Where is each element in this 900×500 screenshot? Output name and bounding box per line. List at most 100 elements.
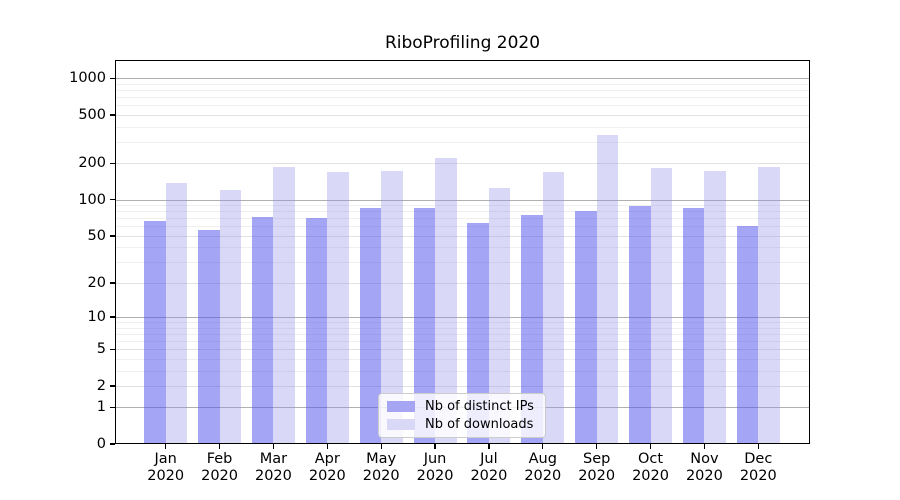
x-tick-year: 2020 [632,467,669,484]
bar-distinct-ips [629,206,651,443]
legend-swatch-distinct-ips [387,401,415,412]
y-tick-label: 2 [96,377,106,394]
y-tick-mark [110,348,115,350]
bar-distinct-ips [251,216,274,443]
x-tick-label: Dec 2020 [728,451,788,484]
x-tick-month: Feb [206,451,233,467]
gridline-minor [116,141,809,143]
gridline-mid [116,282,809,284]
x-tick-mark [649,444,652,449]
bar-distinct-ips [413,208,436,443]
gridline-minor [116,340,809,342]
y-tick-label: 10 [87,309,106,326]
gridline-minor [116,90,809,92]
bar-distinct-ips [682,207,705,443]
x-tick-label: Nov 2020 [674,451,734,484]
chart-title: RiboProfiling 2020 [384,33,541,53]
bar-downloads [435,157,457,443]
y-tick-label: 1 [96,399,106,416]
x-tick-mark [488,444,490,449]
x-tick-month: Jan [154,451,177,467]
bar-distinct-ips [467,223,489,443]
bar-downloads [542,172,565,443]
bar-downloads [704,170,726,443]
gridline-mid [116,235,809,237]
x-tick-year: 2020 [308,467,346,484]
x-tick-label: Jun 2020 [405,451,465,484]
y-tick-mark [110,316,115,318]
gridline-mid [116,349,809,351]
x-tick-year: 2020 [201,467,239,484]
y-tick-mark [110,199,115,201]
x-tick-mark [165,444,167,449]
bar-distinct-ips [736,225,759,443]
y-tick-label: 20 [87,274,106,291]
gridline-mid [116,385,809,387]
legend-swatch-downloads [387,419,415,430]
gridline-minor [116,211,809,213]
bar-downloads [381,171,403,443]
bar-distinct-ips [305,218,328,443]
x-tick-mark [703,444,706,449]
x-tick-label: Jan 2020 [136,451,196,484]
legend: Nb of distinct IPs Nb of downloads [378,393,546,438]
gridline-minor [116,83,809,85]
x-tick-label: Jul 2020 [459,451,519,484]
y-tick-mark [110,162,115,164]
bar-downloads [165,182,188,443]
y-tick-mark [110,114,115,116]
x-tick-label: Apr 2020 [297,451,357,484]
x-tick-year: 2020 [578,467,616,484]
y-tick-label: 100 [78,191,106,208]
x-tick-month: Jun [423,451,447,467]
gridline-minor [116,262,809,264]
gridline-minor [116,126,809,128]
y-tick-mark [110,443,115,445]
y-tick-label: 200 [78,155,106,172]
gridline-minor [116,322,809,324]
x-tick-label: Oct 2020 [621,451,681,484]
y-tick-label: 1000 [69,70,106,87]
x-tick-label: Sep 2020 [567,451,627,484]
x-tick-label: Feb 2020 [190,451,250,484]
x-tick-year: 2020 [739,467,777,484]
x-tick-label: Aug 2020 [513,451,573,484]
y-tick-label: 50 [87,227,106,244]
bar-downloads [327,171,349,443]
bar-downloads [219,190,242,443]
gridline-minor [116,105,809,107]
bar-downloads [650,167,673,443]
x-tick-month: Jul [480,451,498,467]
gridline-mid [116,163,809,165]
plot-area [115,60,810,444]
y-tick-label: 500 [78,106,106,123]
legend-row-downloads: Nb of downloads [387,417,545,432]
bar-downloads [758,166,780,443]
x-tick-month: Mar [259,451,288,467]
bar-distinct-ips [575,210,597,443]
x-tick-year: 2020 [416,467,454,484]
gridline-minor [116,333,809,335]
y-tick-mark [110,385,115,387]
legend-row-distinct-ips: Nb of distinct IPs [387,399,545,414]
bar-distinct-ips [359,207,382,443]
x-tick-mark [757,444,759,449]
x-tick-year: 2020 [147,467,185,484]
x-tick-month: Aug [528,451,557,467]
gridline-minor [116,205,809,207]
bar-distinct-ips [198,230,220,443]
x-tick-month: Dec [744,451,773,467]
x-tick-mark [218,444,221,449]
y-tick-label: 5 [96,341,106,358]
bar-downloads [596,135,619,443]
x-tick-mark [272,444,275,449]
x-tick-month: Apr [314,451,340,467]
x-tick-year: 2020 [470,467,508,484]
bar-downloads [273,166,295,443]
gridline-minor [116,327,809,329]
y-tick-mark [110,406,115,408]
x-tick-year: 2020 [362,467,400,484]
x-tick-mark [326,444,328,449]
bar-downloads [488,188,511,443]
y-tick-label: 0 [96,436,106,452]
